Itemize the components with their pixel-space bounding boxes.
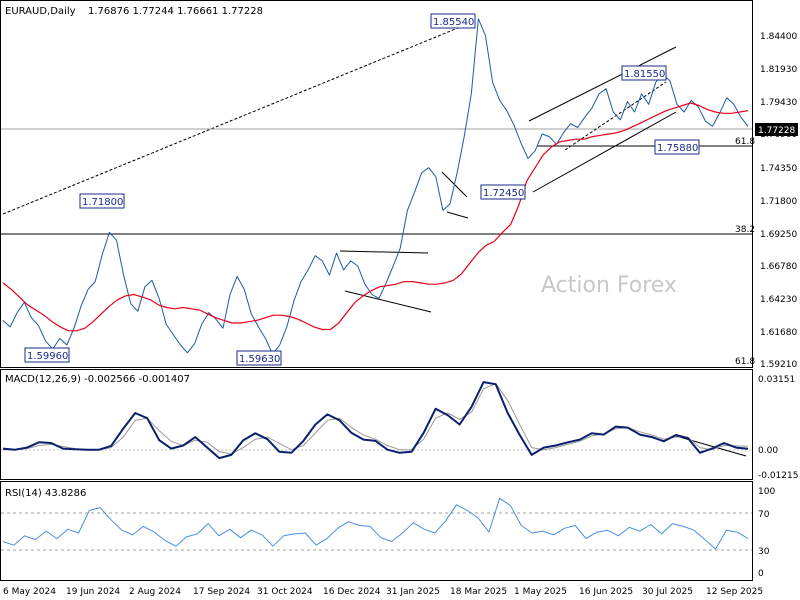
date-label: 17 Sep 2024: [193, 587, 250, 597]
price-label-1-72450: 1.72450: [480, 184, 526, 200]
price-label-1-71800: 1.71800: [79, 193, 125, 209]
date-label: 16 Jun 2025: [579, 587, 633, 597]
rsi-series: [2, 497, 749, 550]
date-label: 30 Jul 2025: [642, 587, 693, 597]
macd-tick: 0.00: [758, 446, 778, 456]
date-label: 12 Sep 2025: [706, 587, 763, 597]
price-tick: 1.71800: [760, 197, 797, 207]
price-label-1-81550: 1.81550: [621, 65, 667, 81]
rsi-axis: 100 70 30 0: [758, 487, 775, 579]
fib-label-61-8-bottom: 61.8: [735, 357, 755, 367]
date-label: 16 Dec 2024: [323, 587, 381, 597]
price-series: [2, 18, 749, 355]
rsi-title: RSI(14) 43.8286: [5, 488, 86, 499]
fib-label-61-8-top: 61.8: [735, 137, 755, 147]
date-label: 31 Oct 2024: [257, 587, 313, 597]
rsi-line: [2, 497, 749, 550]
macd-main-line: [2, 381, 749, 460]
moving-average-line: [2, 102, 749, 332]
date-label: 18 Mar 2025: [450, 587, 507, 597]
rsi-tick: 0: [758, 569, 764, 579]
watermark: Action Forex: [541, 273, 677, 298]
price-tick: 1.81930: [760, 65, 797, 75]
price-tick: 1.69250: [760, 230, 797, 240]
price-label-1-85540: 1.85540: [430, 13, 476, 29]
current-price-tag: 1.77228: [755, 123, 798, 136]
date-label: 2 Aug 2024: [129, 587, 181, 597]
date-axis: 6 May 2024 19 Jun 2024 2 Aug 2024 17 Sep…: [3, 587, 763, 597]
macd-tick: 0.03151: [758, 375, 795, 385]
macd-tick: -0.01215: [758, 471, 798, 481]
price-tick: 1.74350: [760, 164, 797, 174]
date-label: 6 May 2024: [3, 587, 56, 597]
macd-axis: 0.03151 0.00 -0.01215: [758, 375, 798, 481]
moving-average-series: [2, 102, 749, 332]
price-tick: 1.66780: [760, 262, 797, 272]
macd-series: [2, 381, 749, 460]
price-line: [2, 18, 749, 355]
rsi-tick: 30: [758, 547, 770, 557]
macd-title: MACD(12,26,9) -0.002566 -0.001407: [5, 374, 190, 385]
price-label-text: 1.59630: [239, 354, 280, 365]
price-tick: 1.59210: [760, 360, 797, 370]
triangle-lower: [344, 290, 432, 313]
rsi-tick: 100: [758, 487, 775, 497]
price-tick: 1.64230: [760, 295, 797, 305]
price-axis: 1.84400 1.81930 1.79430 1.76960 1.74350 …: [760, 32, 797, 370]
price-tick: 1.61680: [760, 328, 797, 338]
fib-label-38-2: 38.2: [735, 225, 755, 235]
date-label: 1 May 2025: [514, 587, 567, 597]
rsi-tick: 70: [758, 510, 770, 520]
price-label-text: 1.75880: [657, 143, 698, 154]
price-label-text: 1.59960: [27, 351, 68, 362]
macd-signal-line: [3, 383, 749, 455]
date-label: 31 Jan 2025: [386, 587, 440, 597]
current-price-text: 1.77228: [758, 126, 795, 136]
price-tick: 1.84400: [760, 32, 797, 42]
ohlc-readout: 1.76876 1.77244 1.76661 1.77228: [88, 6, 263, 17]
channel-upper: [528, 46, 677, 122]
price-label-text: 1.85540: [433, 17, 474, 28]
price-label-1-59630: 1.59630: [236, 350, 282, 366]
triangle-upper: [339, 250, 429, 254]
trendline-dotted: [2, 20, 476, 215]
date-label: 19 Jun 2024: [66, 587, 120, 597]
price-label-text: 1.81550: [624, 69, 665, 80]
panel-frames: [0, 0, 753, 581]
flag-lower: [446, 211, 469, 219]
price-label-1-59960: 1.59960: [24, 347, 70, 363]
price-tick: 1.79430: [760, 98, 797, 108]
price-label-text: 1.72450: [483, 188, 524, 199]
price-label-text: 1.71800: [82, 197, 123, 208]
symbol-label: EURAUD,Daily: [5, 6, 76, 17]
channel-lower: [532, 111, 677, 193]
price-label-1-75880: 1.75880: [654, 139, 700, 155]
